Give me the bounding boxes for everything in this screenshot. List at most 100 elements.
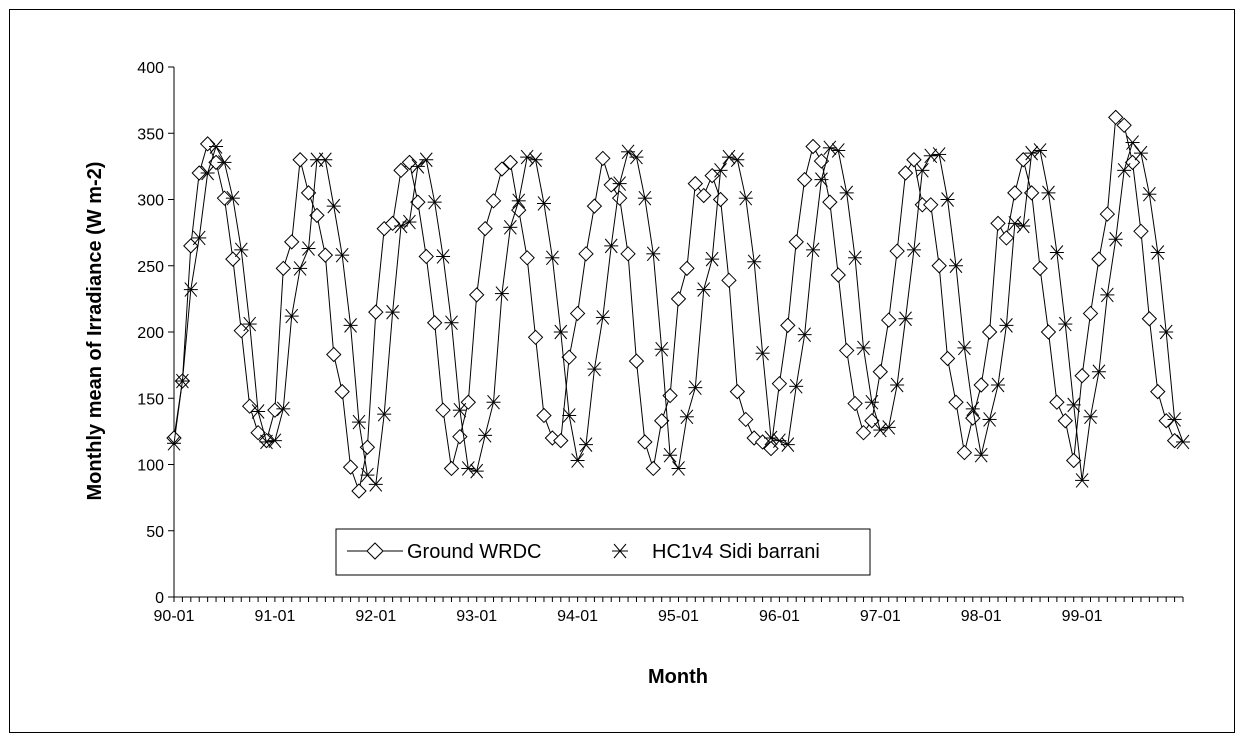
x-tick-label: 97-01 [860, 608, 901, 625]
legend-label-ground: Ground WRDC [407, 541, 541, 563]
data-point-diamond [511, 202, 527, 218]
data-point-asterisk [284, 308, 299, 324]
x-tick-label: 94-01 [557, 608, 598, 625]
data-point-asterisk [688, 380, 703, 395]
data-point-asterisk [932, 147, 947, 162]
data-point-asterisk [595, 310, 610, 325]
data-point-diamond [502, 154, 519, 171]
data-point-diamond [586, 198, 603, 214]
data-point-diamond [990, 215, 1006, 232]
data-point-asterisk [570, 453, 585, 468]
data-point-diamond [822, 194, 838, 210]
data-point-diamond [485, 193, 502, 209]
data-point-asterisk [1075, 473, 1090, 488]
data-point-asterisk [251, 404, 266, 419]
x-tick-label: 92-01 [355, 608, 396, 625]
data-point-asterisk [183, 282, 198, 297]
data-point-diamond [620, 246, 636, 262]
data-point-diamond [1141, 311, 1158, 327]
data-point-asterisk [478, 428, 493, 443]
data-point-asterisk [469, 463, 484, 479]
data-point-diamond [578, 246, 594, 262]
data-point-asterisk [629, 149, 644, 165]
data-point-diamond [1150, 383, 1166, 400]
legend-box [335, 528, 871, 576]
data-point-asterisk [536, 196, 551, 211]
data-point-asterisk [881, 420, 896, 435]
data-point-asterisk [351, 414, 366, 430]
data-point-diamond [1108, 109, 1124, 126]
data-point-asterisk [419, 152, 434, 168]
data-point-asterisk [814, 172, 829, 187]
data-point-asterisk [999, 318, 1014, 333]
data-point-asterisk [318, 152, 333, 168]
y-tick-label: 300 [137, 193, 164, 210]
data-point-diamond [1057, 413, 1073, 429]
data-point-asterisk [385, 304, 400, 320]
data-point-diamond [805, 138, 821, 155]
data-point-diamond [183, 238, 199, 254]
data-point-asterisk [301, 241, 316, 256]
data-point-asterisk [528, 152, 543, 168]
data-point-asterisk [637, 190, 652, 206]
data-point-diamond [889, 243, 905, 259]
data-point-asterisk [763, 430, 778, 446]
data-point-asterisk [1167, 412, 1182, 427]
data-point-asterisk [982, 412, 997, 427]
data-point-diamond [998, 230, 1015, 246]
data-point-asterisk [587, 361, 602, 377]
y-tick-label: 250 [137, 259, 164, 276]
data-point-asterisk [906, 242, 921, 258]
data-point-asterisk [520, 149, 535, 165]
data-point-diamond [704, 167, 720, 184]
data-point-asterisk [368, 477, 383, 492]
data-point-diamond [1158, 413, 1174, 429]
data-point-asterisk [679, 409, 694, 425]
data-point-asterisk [402, 214, 417, 230]
data-point-asterisk [545, 250, 560, 266]
legend-marker-ground [366, 542, 384, 560]
data-point-diamond [965, 410, 981, 426]
data-point-asterisk [957, 340, 972, 356]
data-point-asterisk [175, 373, 190, 389]
data-point-diamond [637, 434, 653, 450]
data-point-diamond [847, 395, 863, 412]
data-point-diamond [1049, 394, 1065, 410]
data-point-diamond [275, 260, 292, 277]
data-point-diamond [166, 430, 182, 446]
data-point-asterisk [335, 247, 350, 263]
x-tick-label: 98-01 [961, 608, 1002, 625]
data-point-asterisk [1083, 409, 1098, 425]
data-point-diamond [628, 353, 645, 369]
data-point-diamond [796, 171, 813, 188]
data-point-asterisk [915, 163, 930, 178]
data-point-asterisk [940, 192, 955, 207]
data-point-asterisk [604, 238, 619, 254]
data-point-diamond [771, 375, 788, 392]
legend: Ground WRDC HC1v4 Sidi barrani [335, 528, 871, 576]
data-point-diamond [241, 398, 258, 414]
y-axis-title: Monthly mean of Irradiance (W m-2) [84, 162, 106, 501]
x-tick-label: 91-01 [254, 608, 295, 625]
data-point-asterisk [461, 461, 476, 476]
data-point-diamond [233, 322, 249, 339]
data-point-asterisk [991, 377, 1006, 393]
data-point-diamond [712, 191, 729, 208]
data-point-diamond [1099, 206, 1116, 222]
data-point-asterisk [1058, 316, 1073, 332]
y-tick-label: 100 [137, 458, 164, 475]
data-point-diamond [687, 175, 704, 192]
data-point-asterisk [553, 324, 568, 340]
data-point-asterisk [1091, 364, 1106, 380]
data-point-diamond [191, 165, 207, 181]
data-point-asterisk [579, 437, 594, 452]
data-point-diamond [721, 272, 737, 289]
data-point-diamond [1040, 324, 1057, 340]
data-point-diamond [284, 234, 300, 250]
data-point-asterisk [780, 437, 795, 452]
data-point-diamond [645, 460, 661, 477]
data-point-diamond [729, 383, 746, 400]
data-point-asterisk [1117, 163, 1132, 178]
data-point-asterisk [822, 140, 837, 156]
y-tick-label: 400 [137, 60, 164, 77]
